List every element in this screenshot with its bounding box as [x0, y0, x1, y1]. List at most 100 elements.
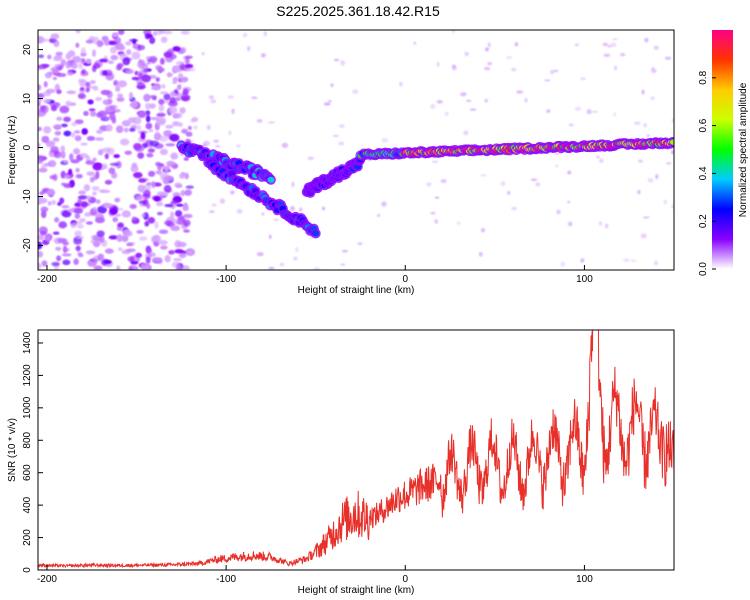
noise-blob [145, 256, 151, 264]
noise-blob [75, 236, 84, 240]
noise-blob [94, 137, 104, 141]
noise-blob [141, 213, 146, 218]
noise-blob [98, 149, 103, 155]
noise-blob [54, 124, 62, 130]
noise-blob [52, 231, 60, 235]
noise-blob [86, 171, 96, 176]
noise-blob [131, 76, 140, 81]
x-tick-label: 100 [576, 274, 593, 285]
snr-series-line [38, 330, 674, 569]
x-tick-label: 100 [576, 574, 593, 585]
noise-blob [623, 258, 630, 263]
noise-blob [135, 125, 142, 131]
noise-blob [105, 124, 113, 132]
noise-blob [260, 53, 266, 58]
noise-blob [50, 33, 60, 40]
noise-blob [111, 32, 119, 38]
noise-blob [298, 207, 303, 212]
noise-blob [41, 260, 48, 267]
noise-blob [172, 97, 181, 102]
noise-blob [484, 98, 488, 103]
noise-blob [38, 156, 44, 164]
noise-blob [87, 99, 94, 105]
noise-blob [43, 126, 52, 134]
noise-blob [465, 99, 472, 103]
noise-blob [143, 183, 152, 191]
noise-blob [108, 167, 116, 175]
noise-blob [149, 36, 156, 45]
colorbar-label: Normalized spectral amplitude [738, 82, 749, 217]
noise-blob [145, 110, 151, 116]
noise-blob [530, 178, 538, 182]
noise-blob [74, 230, 82, 237]
noise-blob [307, 156, 315, 161]
noise-blob [86, 136, 96, 141]
noise-blob [163, 93, 171, 101]
noise-blob [40, 210, 47, 219]
noise-blob [38, 196, 44, 204]
noise-blob [340, 60, 346, 66]
noise-blob [169, 133, 180, 142]
noise-blob [643, 123, 648, 128]
noise-blob [95, 212, 103, 218]
noise-blob [456, 221, 461, 225]
noise-blob [268, 121, 275, 124]
heatmap-marks [38, 30, 674, 270]
noise-blob [651, 66, 655, 71]
trace-core [267, 176, 275, 183]
noise-blob [190, 119, 194, 123]
noise-blob [290, 206, 295, 212]
noise-blob [381, 201, 387, 207]
noise-blob [45, 88, 56, 94]
noise-blob [556, 209, 561, 215]
noise-blob [92, 157, 97, 162]
noise-blob [78, 195, 88, 200]
noise-blob [281, 142, 289, 148]
noise-blob [80, 87, 85, 91]
noise-blob [607, 44, 612, 48]
noise-blob [168, 100, 178, 107]
noise-blob [159, 57, 165, 65]
noise-blob [38, 262, 42, 270]
noise-blob [158, 135, 169, 142]
noise-blob [73, 130, 81, 134]
noise-blob [332, 134, 339, 138]
noise-blob [268, 234, 272, 240]
noise-blob [154, 221, 159, 229]
noise-blob [127, 256, 135, 262]
noise-blob [546, 109, 551, 113]
noise-blob [182, 88, 189, 96]
noise-blob [85, 39, 94, 44]
x-tick-label: -200 [37, 274, 57, 285]
noise-blob [173, 258, 182, 262]
noise-blob [164, 203, 174, 208]
noise-blob [123, 127, 129, 133]
noise-blob [41, 63, 50, 68]
noise-blob [174, 210, 183, 218]
noise-blob [158, 98, 165, 105]
noise-blob [80, 58, 86, 64]
noise-blob [78, 62, 83, 69]
noise-blob [550, 69, 555, 75]
noise-blob [83, 184, 91, 192]
noise-blob [480, 227, 486, 233]
noise-blob [184, 57, 190, 65]
noise-blob [555, 164, 559, 168]
noise-blob [92, 191, 97, 196]
noise-blob [54, 130, 62, 136]
figure-title: S225.2025.361.18.42.R15 [276, 3, 440, 19]
noise-blob [119, 45, 126, 51]
noise-blob [163, 51, 173, 58]
noise-blob [228, 130, 232, 136]
noise-blob [155, 77, 160, 82]
noise-blob [180, 30, 190, 35]
noise-blob [62, 245, 68, 254]
noise-blob [484, 47, 490, 52]
noise-blob [81, 68, 86, 75]
noise-blob [171, 261, 181, 268]
noise-blob [39, 105, 46, 112]
noise-blob [74, 202, 81, 207]
noise-blob [97, 110, 108, 118]
noise-blob [164, 165, 170, 173]
noise-blob [641, 89, 645, 95]
